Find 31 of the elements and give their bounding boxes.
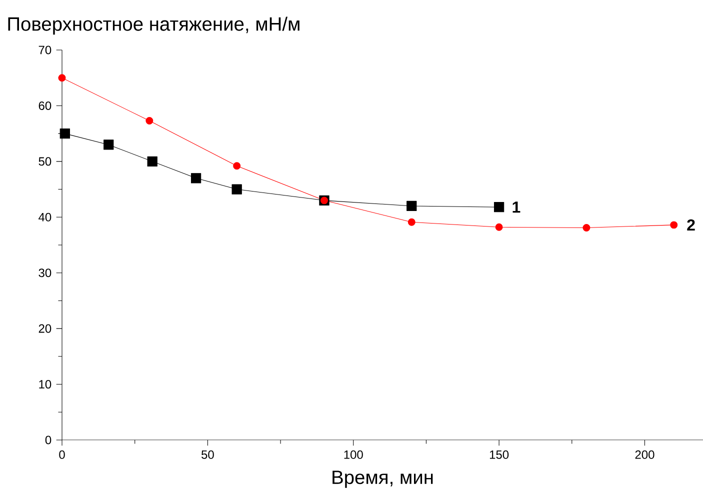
point — [146, 117, 154, 124]
point — [494, 202, 504, 212]
x-tick-label: 100 — [344, 450, 363, 459]
point — [495, 223, 503, 231]
point — [582, 224, 590, 232]
point — [233, 162, 241, 170]
y-tick-label: 30 — [38, 268, 52, 278]
y-tick-label: 70 — [38, 46, 52, 54]
y-tick-label: 0 — [45, 436, 52, 444]
point — [408, 218, 416, 226]
series-label: 2 — [687, 219, 695, 231]
x-tick-label: 50 — [201, 450, 214, 459]
x-tick-label: 200 — [635, 450, 654, 459]
y-axis-title: Поверхностное натяжение, мН/м — [8, 16, 300, 35]
x-tick-label: 150 — [490, 450, 509, 459]
point — [232, 184, 242, 194]
point — [670, 221, 678, 229]
point — [147, 156, 158, 166]
point — [104, 140, 114, 150]
point — [60, 128, 70, 139]
y-tick-label: 50 — [38, 157, 52, 166]
series-label: 1 — [512, 202, 520, 213]
y-tick-label: 40 — [38, 212, 52, 222]
point — [406, 200, 417, 212]
x-tick-label: 0 — [59, 450, 65, 459]
y-tick-label: 20 — [38, 324, 52, 333]
y-tick-label: 10 — [39, 380, 52, 389]
point — [58, 74, 66, 82]
x-axis-title: Время, мин — [332, 470, 433, 488]
y-tick-label: 60 — [38, 101, 52, 110]
point — [190, 173, 202, 184]
